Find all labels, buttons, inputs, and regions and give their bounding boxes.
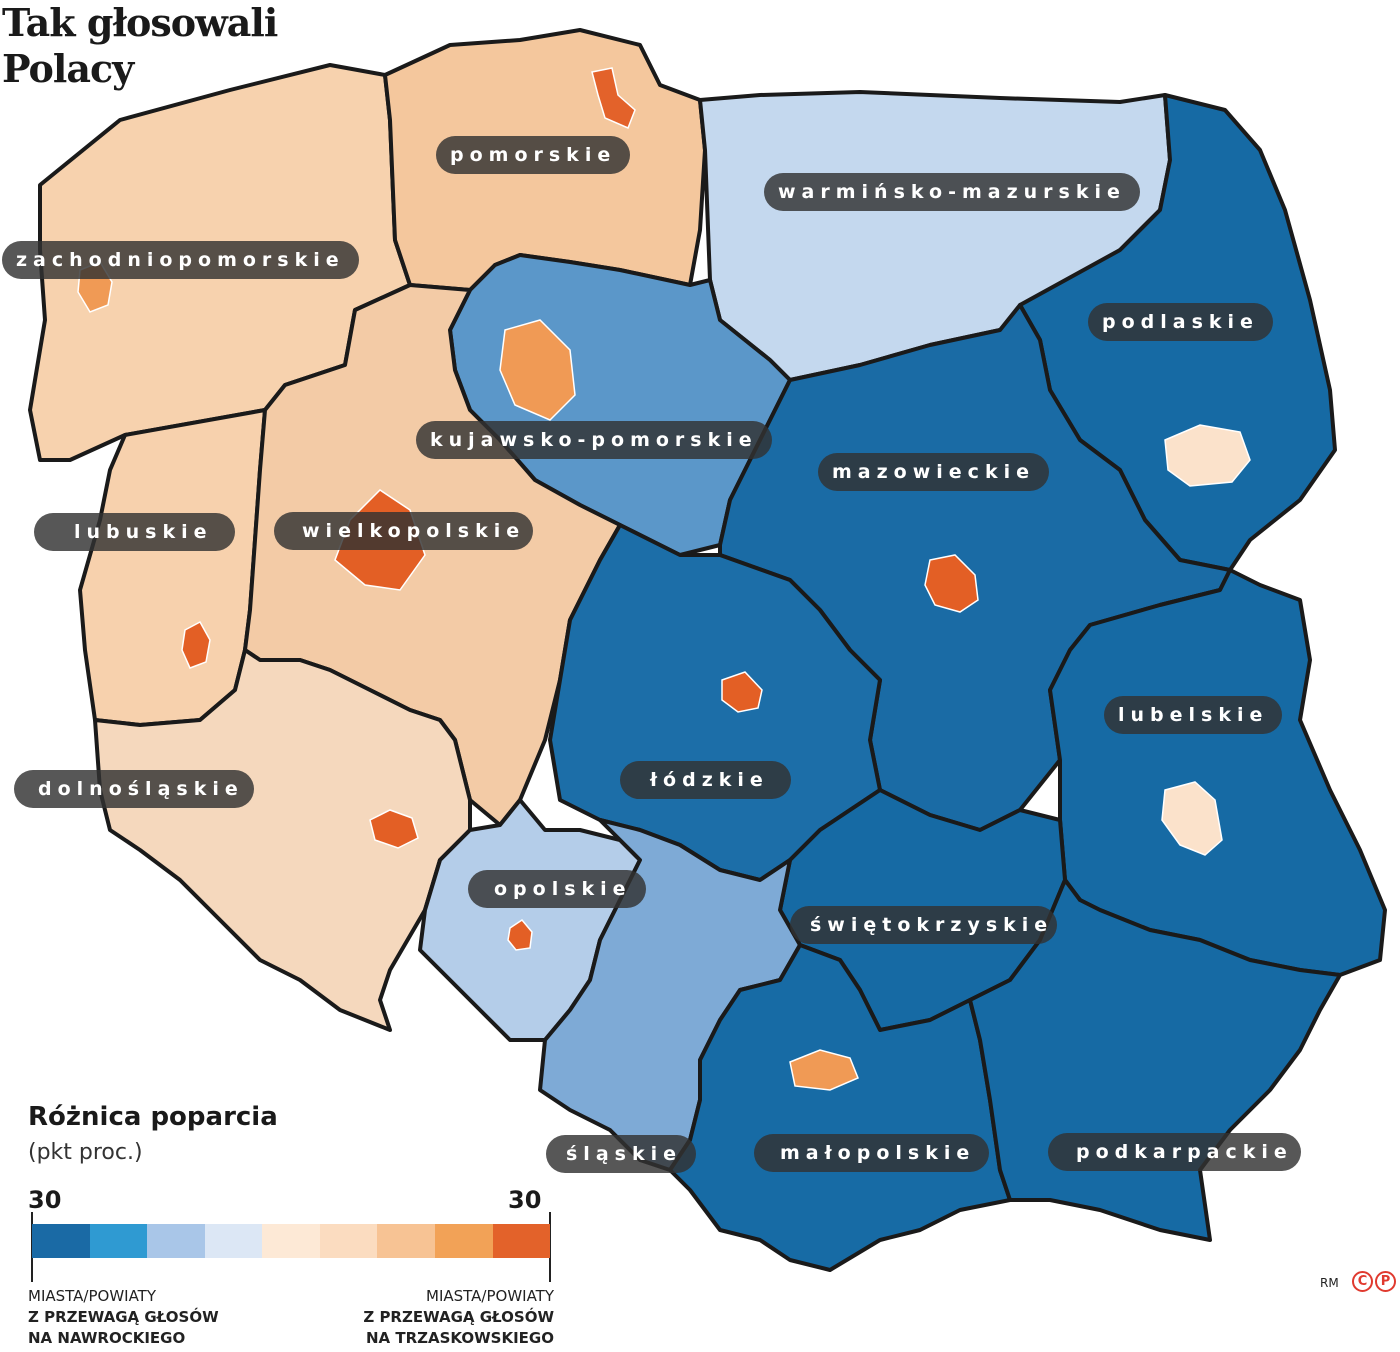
- legend-right-value: 30: [508, 1186, 542, 1214]
- region-label-zachodniopomorskie[interactable]: zachodniopomorskie: [2, 241, 359, 279]
- city-warszawa[interactable]: [924, 554, 979, 613]
- region-label-podlaskie[interactable]: podlaskie: [1088, 303, 1273, 341]
- title-line-1: Tak głosowali: [2, 0, 278, 45]
- regions-layer: [28, 28, 1387, 1272]
- region-label-malopolskie[interactable]: małopolskie: [754, 1134, 990, 1172]
- region-label-mazowieckie[interactable]: mazowieckie: [818, 453, 1049, 491]
- region-label-lubuskie[interactable]: lubuskie: [34, 513, 235, 551]
- legend-swatch: [377, 1224, 435, 1258]
- city-bydgoszcz[interactable]: [499, 319, 576, 421]
- region-label-podkarpackie[interactable]: podkarpackie: [1048, 1133, 1301, 1171]
- region-label-lodzkie[interactable]: łódzkie: [620, 761, 791, 799]
- legend-caption-left-line1: MIASTA/POWIATY: [28, 1287, 156, 1305]
- author-credit: RM: [1320, 1276, 1339, 1290]
- legend-subtitle: (pkt proc.): [28, 1140, 143, 1165]
- region-label-swietokrzyskie[interactable]: świętokrzyskie: [790, 906, 1058, 944]
- legend-caption-right-line2: Z PRZEWAGĄ GŁOSÓW: [363, 1308, 554, 1326]
- legend-caption-left-line2: Z PRZEWAGĄ GŁOSÓW: [28, 1308, 219, 1326]
- region-label-kujawsko-pomorskie[interactable]: kujawsko-pomorskie: [416, 421, 772, 459]
- legend-swatch: [147, 1224, 205, 1258]
- region-label-pomorskie[interactable]: pomorskie: [436, 136, 631, 174]
- title-line-2: Polacy: [2, 46, 134, 91]
- legend-caption-right-line3: NA TRZASKOWSKIEGO: [365, 1329, 554, 1347]
- legend-title: Różnica poparcia: [28, 1102, 278, 1132]
- city-lodz[interactable]: [721, 671, 763, 713]
- legend-swatch: [434, 1224, 493, 1258]
- legend-left-value: 30: [28, 1186, 62, 1214]
- legend-caption-left-line3: NA NAWROCKIEGO: [28, 1329, 186, 1347]
- legend-swatch: [319, 1224, 378, 1258]
- region-label-wielkopolskie[interactable]: wielkopolskie: [274, 512, 534, 550]
- legend-swatch: [492, 1224, 551, 1258]
- city-krakow[interactable]: [789, 1049, 859, 1091]
- region-malopolskie[interactable]: [668, 943, 1012, 1272]
- logo-letter-p: P: [1375, 1271, 1396, 1292]
- city-opole[interactable]: [507, 919, 533, 951]
- region-label-slaskie[interactable]: śląskie: [546, 1135, 696, 1173]
- city-wroclaw[interactable]: [369, 809, 419, 849]
- region-label-lubelskie[interactable]: lubelskie: [1104, 696, 1283, 734]
- legend-swatch: [32, 1224, 90, 1258]
- city-zielona-gora[interactable]: [181, 620, 211, 669]
- city-lublin[interactable]: [1161, 781, 1223, 856]
- legend-swatch: [89, 1224, 148, 1258]
- legend-caption-right: MIASTA/POWIATY Z PRZEWAGĄ GŁOSÓW NA TRZA…: [340, 1286, 554, 1349]
- city-gdansk[interactable]: [591, 67, 636, 129]
- logo-letter-c: C: [1352, 1271, 1373, 1292]
- region-label-warminsko-mazurskie[interactable]: warmińsko-mazurskie: [764, 173, 1140, 211]
- legend-caption-left: MIASTA/POWIATY Z PRZEWAGĄ GŁOSÓW NA NAWR…: [28, 1286, 219, 1349]
- legend-color-scale: [32, 1224, 551, 1258]
- region-label-dolnoslaskie[interactable]: dolnośląskie: [14, 770, 254, 808]
- map-title: Tak głosowali Polacy: [2, 0, 278, 92]
- region-label-opolskie[interactable]: opolskie: [468, 870, 646, 908]
- legend-caption-right-line1: MIASTA/POWIATY: [426, 1287, 554, 1305]
- legend-swatch: [204, 1224, 263, 1258]
- legend-swatch: [262, 1224, 320, 1258]
- city-bialystok[interactable]: [1164, 424, 1251, 487]
